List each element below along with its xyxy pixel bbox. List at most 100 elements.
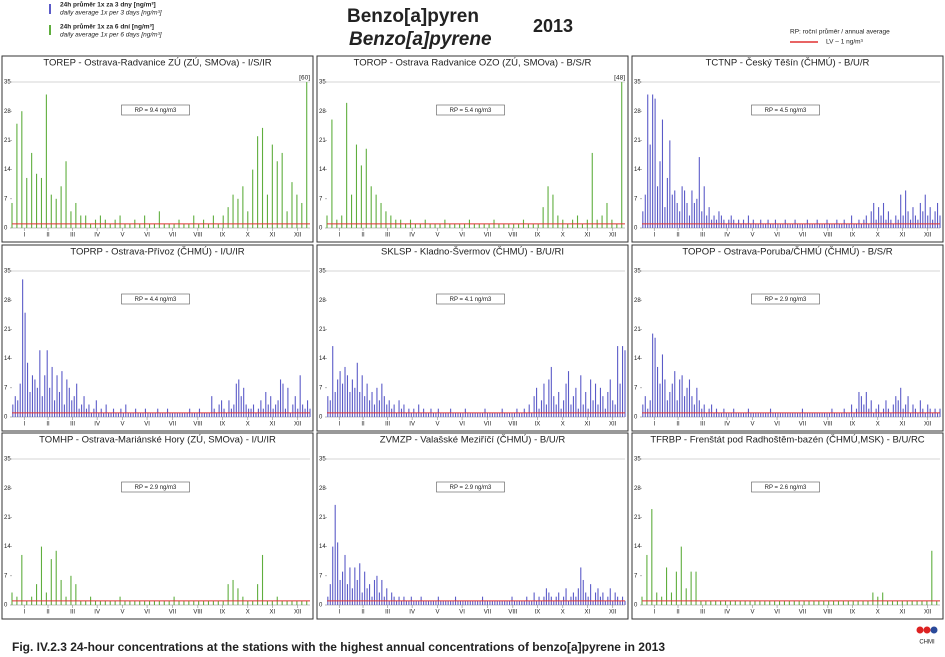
x-tick-label: IV (94, 422, 100, 428)
y-tick-label: 35 (4, 457, 11, 463)
panel: TOROP - Ostrava Radvanice OZO (ZÚ, SMOva… (316, 55, 629, 243)
x-tick-label: IV (724, 233, 730, 239)
x-tick-label: VI (459, 233, 465, 239)
x-tick-label: II (361, 233, 365, 239)
x-tick-label: VII (799, 422, 807, 428)
panel-frame (316, 244, 629, 432)
x-tick-label: VIII (823, 610, 832, 616)
x-tick-label: V (121, 422, 125, 428)
panel-title: ZVMZP - Valašské Meziříčí (ČHMÚ) - B/U/R (380, 435, 566, 446)
y-tick-label: 0 (319, 226, 323, 232)
x-tick-label: II (361, 422, 365, 428)
y-tick-label: 7 (634, 573, 638, 579)
x-tick-label: V (436, 422, 440, 428)
x-tick-label: XII (609, 610, 617, 616)
y-tick-label: 14 (319, 356, 326, 362)
y-tick-label: 14 (4, 356, 11, 362)
bars (641, 509, 938, 605)
x-tick-label: X (561, 610, 565, 616)
y-tick-label: 28 (634, 486, 641, 492)
x-tick-label: VII (169, 233, 177, 239)
y-tick-label: 28 (4, 109, 11, 115)
y-tick-label: 14 (634, 356, 641, 362)
x-tick-label: II (676, 233, 680, 239)
y-tick-label: 0 (634, 226, 638, 232)
x-tick-label: X (561, 233, 565, 239)
x-tick-label: IX (535, 422, 541, 428)
y-tick-label: 0 (4, 603, 8, 609)
y-tick-label: 14 (319, 544, 326, 550)
y-tick-label: 35 (634, 269, 641, 275)
x-tick-label: I (23, 610, 25, 616)
x-tick-label: VII (169, 610, 177, 616)
annotation-box (436, 293, 505, 305)
x-tick-label: XII (924, 610, 932, 616)
x-tick-label: XII (924, 233, 932, 239)
x-tick-label: XI (270, 610, 276, 616)
x-tick-label: XI (270, 233, 276, 239)
y-tick-label: 35 (319, 457, 326, 463)
x-tick-label: VII (484, 233, 492, 239)
y-tick-label: 14 (319, 167, 326, 173)
y-tick-label: 0 (319, 603, 323, 609)
x-tick-label: II (361, 610, 365, 616)
bars (642, 333, 941, 417)
lv-note: LV – 1 ng/m³ (826, 39, 864, 46)
annotation: RP = 4.1 ng/m3 (450, 297, 492, 303)
x-tick-label: X (246, 233, 250, 239)
panel: TFRBP - Frenštát pod Radhoštěm-bazén (ČH… (631, 432, 944, 620)
y-tick-label: 21 (4, 138, 11, 144)
y-tick-label: 28 (319, 298, 326, 304)
x-tick-label: X (876, 610, 880, 616)
y-tick-label: 28 (4, 486, 11, 492)
x-tick-label: III (385, 233, 390, 239)
x-tick-label: III (700, 233, 705, 239)
x-tick-label: VI (459, 610, 465, 616)
x-tick-label: II (676, 422, 680, 428)
annotation: RP = 9.4 ng/m3 (135, 108, 177, 114)
x-tick-label: I (338, 233, 340, 239)
year: 2013 (533, 16, 573, 36)
y-tick-label: 7 (634, 196, 638, 202)
bars (326, 82, 623, 228)
y-tick-label: 7 (319, 385, 323, 391)
bars (11, 546, 308, 605)
x-tick-label: V (751, 610, 755, 616)
x-tick-label: IX (850, 610, 856, 616)
y-tick-label: 35 (4, 80, 11, 86)
x-tick-label: V (436, 610, 440, 616)
x-tick-label: V (121, 233, 125, 239)
x-tick-label: III (700, 422, 705, 428)
x-tick-label: XI (900, 422, 906, 428)
x-tick-label: XI (585, 422, 591, 428)
x-tick-label: X (876, 422, 880, 428)
x-tick-label: IV (94, 233, 100, 239)
y-tick-label: 21 (634, 138, 641, 144)
y-tick-label: 21 (319, 138, 326, 144)
panel-frame (1, 244, 314, 432)
annotation-box (121, 104, 190, 116)
x-tick-label: VII (169, 422, 177, 428)
panel-frame (1, 55, 314, 243)
y-tick-label: 21 (634, 327, 641, 333)
logo (923, 626, 931, 634)
x-tick-label: VIII (508, 610, 517, 616)
annotation-box (751, 481, 820, 493)
y-tick-label: 7 (4, 196, 8, 202)
x-tick-label: III (385, 610, 390, 616)
x-tick-label: III (385, 422, 390, 428)
x-tick-label: XII (294, 233, 302, 239)
x-tick-label: I (338, 422, 340, 428)
x-tick-label: IX (850, 422, 856, 428)
x-tick-label: VIII (823, 233, 832, 239)
x-tick-label: I (338, 610, 340, 616)
x-tick-label: I (653, 233, 655, 239)
y-tick-label: 0 (634, 603, 638, 609)
y-tick-label: 28 (319, 109, 326, 115)
annotation-box (751, 104, 820, 116)
annotation: RP = 2.9 ng/m3 (765, 297, 807, 303)
legend-label: 24h průměr 1x za 6 dní [ng/m³] (60, 23, 154, 31)
x-tick-label: II (46, 610, 50, 616)
panel-frame (631, 244, 944, 432)
x-tick-label: X (876, 233, 880, 239)
